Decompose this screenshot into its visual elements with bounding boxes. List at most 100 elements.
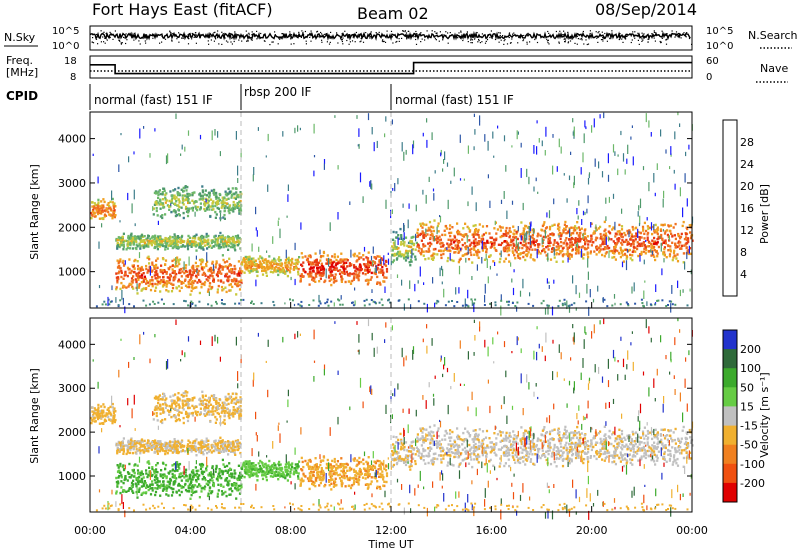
power-cell: [683, 237, 686, 241]
power-cell: [621, 243, 624, 246]
noise-search-dot: [519, 37, 521, 39]
power-cell: [476, 251, 479, 254]
power-speckle: [242, 298, 245, 301]
velocity-cell: [216, 492, 219, 495]
power-cell: [126, 266, 130, 270]
noise-search-dot: [659, 40, 661, 43]
power-cell: [601, 240, 604, 244]
noise-search-dot: [279, 38, 281, 40]
power-cell: [603, 240, 606, 243]
power-speckle: [372, 300, 375, 303]
power-cell: [188, 279, 191, 282]
power-cell: [411, 248, 415, 251]
power-cell: [229, 241, 232, 244]
noise-search-dot: [309, 36, 311, 38]
power-cell: [643, 221, 646, 225]
power-cell: [211, 262, 214, 265]
power-speckle: [597, 285, 599, 292]
freq-left-label-1: Freq.: [6, 54, 33, 67]
velocity-cell: [122, 468, 126, 472]
power-speckle: [240, 149, 242, 158]
power-cell: [582, 257, 585, 260]
noise-search-dot: [633, 35, 635, 37]
velocity-cell: [178, 475, 181, 478]
noise-search-dot: [506, 43, 509, 45]
velocity-cell: [229, 487, 232, 490]
power-cell: [177, 280, 180, 283]
power-cell: [447, 238, 450, 241]
power-speckle: [417, 280, 419, 284]
power-cell: [399, 243, 403, 246]
noise-search-dot: [296, 35, 298, 37]
noise-search-dot: [457, 37, 459, 39]
power-cell: [157, 193, 160, 197]
power-cell: [243, 260, 246, 264]
power-cell: [167, 276, 170, 279]
power-speckle: [323, 159, 326, 164]
velocity-cell: [144, 481, 147, 485]
power-cell: [224, 240, 227, 243]
power-speckle: [252, 174, 254, 182]
power-cell: [620, 234, 623, 238]
power-cell: [119, 287, 122, 291]
power-cell: [664, 230, 667, 233]
power-speckle: [510, 262, 512, 267]
noise-search-dot: [325, 33, 327, 35]
power-cell: [315, 263, 318, 267]
power-cell: [503, 240, 507, 243]
power-cell: [603, 236, 606, 239]
power-cell: [455, 238, 458, 242]
power-cell: [251, 264, 254, 267]
power-cell: [484, 231, 488, 235]
power-cell: [551, 232, 554, 235]
power-speckle: [627, 144, 629, 154]
power-speckle: [626, 158, 628, 164]
power-cell: [177, 278, 180, 281]
velocity-cell: [220, 476, 223, 480]
power-cell: [597, 227, 600, 230]
power-cell: [604, 232, 607, 235]
noise-search-dot: [195, 34, 197, 36]
noise-search-dot: [362, 41, 365, 43]
power-cell: [531, 233, 534, 237]
power-cell: [632, 228, 635, 231]
power-cell: [343, 261, 346, 265]
power-speckle: [134, 223, 136, 227]
power-speckle: [334, 115, 336, 118]
noise-search-dot: [641, 40, 643, 42]
noise-search-dot: [95, 38, 98, 40]
velocity-cell: [190, 485, 193, 488]
velocity-cell: [91, 419, 94, 422]
power-cell: [644, 245, 647, 248]
power-speckle: [591, 125, 593, 133]
power-speckle: [544, 150, 546, 156]
power-speckle: [561, 302, 564, 305]
power-speckle: [485, 253, 487, 260]
noise-search-dot: [402, 30, 404, 32]
noise-search-dot: [195, 42, 197, 44]
power-cell: [566, 250, 569, 253]
power-cell: [685, 246, 688, 250]
power-speckle: [371, 289, 373, 293]
power-cell: [414, 255, 417, 258]
power-cell: [595, 228, 598, 232]
power-cell: [169, 242, 172, 246]
power-cell: [503, 260, 506, 263]
power-speckle: [608, 250, 610, 259]
power-cell: [135, 236, 138, 240]
power-cell: [329, 274, 332, 278]
noise-search-dot: [372, 36, 375, 38]
noise-sky-line: [89, 30, 691, 42]
velocity-cell: [151, 466, 154, 469]
power-cell: [370, 263, 373, 267]
power-cell: [285, 261, 288, 264]
velocity-cell: [121, 490, 125, 493]
power-cell: [539, 234, 542, 237]
power-cell: [519, 233, 522, 236]
power-cell: [241, 263, 244, 266]
noise-search-dot: [272, 41, 274, 43]
power-cell: [425, 223, 428, 226]
power-speckle: [97, 176, 99, 184]
power-cell: [604, 234, 607, 238]
power-cell: [251, 263, 254, 266]
